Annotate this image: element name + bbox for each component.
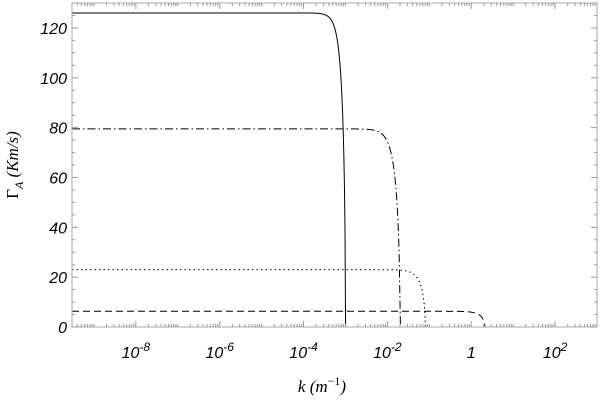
y-tick-label: 0 (58, 320, 67, 337)
x-axis-title: k (m−1) (298, 374, 347, 396)
y-tick-label: 100 (40, 71, 67, 88)
y-axis-title: ΓA (Km/s) (3, 131, 26, 199)
x-tick-label: 1 (467, 345, 476, 362)
y-tick-label: 20 (48, 270, 67, 287)
y-tick-label: 120 (40, 21, 67, 38)
y-tick-label: 80 (49, 121, 67, 138)
y-tick-label: 60 (49, 170, 67, 187)
ticks (71, 2, 598, 328)
y-tick-label: 40 (49, 220, 67, 237)
